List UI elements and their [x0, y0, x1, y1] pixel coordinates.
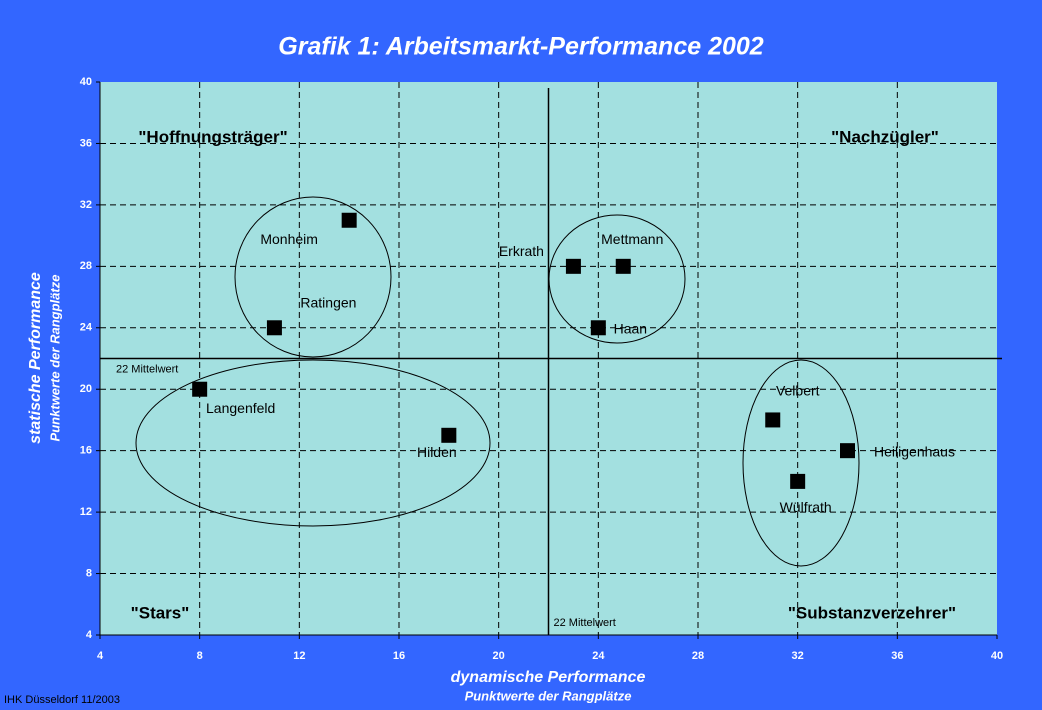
x-axis-sublabel: Punktwerte der Rangplätze: [465, 688, 632, 703]
point: [790, 473, 806, 489]
y-tick-label: 36: [80, 137, 92, 149]
y-tick-label: 12: [80, 506, 92, 518]
point-label: Haan: [614, 320, 647, 336]
point: [266, 320, 282, 336]
point-label: Mettmann: [601, 231, 663, 247]
ellipse: [742, 359, 860, 567]
x-tick-label: 32: [792, 650, 804, 662]
point: [590, 320, 606, 336]
point-label: Heiligenhaus: [874, 443, 955, 459]
x-axis-label: dynamische Performance: [451, 669, 646, 686]
point-label: Langenfeld: [206, 400, 275, 416]
point-label: Velbert: [776, 383, 820, 399]
quadrant-label: "Stars": [131, 603, 190, 622]
x-tick-label: 36: [891, 650, 903, 662]
point: [341, 212, 357, 228]
point: [565, 258, 581, 274]
x-tick-label: 28: [692, 650, 704, 662]
quadrant-label: "Hoffnungsträger": [138, 127, 287, 146]
point-label: Monheim: [260, 231, 318, 247]
chart-title: Grafik 1: Arbeitsmarkt-Performance 2002: [278, 33, 763, 61]
y-tick-label: 40: [80, 76, 92, 88]
y-tick-label: 32: [80, 199, 92, 211]
point-label: Ratingen: [300, 294, 356, 310]
point: [615, 258, 631, 274]
x-tick-label: 20: [493, 650, 505, 662]
y-axis-label: statische Performance: [27, 272, 44, 444]
mean-label: 22 Mittelwert: [554, 617, 616, 629]
x-tick-label: 40: [991, 650, 1003, 662]
point: [192, 381, 208, 397]
y-tick-label: 24: [80, 322, 93, 334]
point: [765, 412, 781, 428]
y-tick-label: 28: [80, 260, 92, 272]
mean-label: 22 Mittelwert: [116, 363, 178, 375]
y-axis-sublabel: Punktwerte der Rangplätze: [47, 275, 62, 442]
footer: IHK Düsseldorf 11/2003: [4, 694, 120, 706]
quadrant-label: "Nachzügler": [831, 127, 939, 146]
x-tick-label: 4: [97, 650, 104, 662]
y-tick-label: 16: [80, 445, 92, 457]
grid: [100, 82, 997, 635]
y-tick-label: 8: [86, 567, 92, 579]
x-tick-label: 16: [393, 650, 405, 662]
x-tick-label: 12: [293, 650, 305, 662]
ellipse: [135, 359, 491, 527]
point-label: Hilden: [417, 444, 457, 460]
point: [441, 427, 457, 443]
quadrant-label: "Substanzverzehrer": [788, 603, 956, 622]
point: [840, 443, 855, 459]
x-tick-label: 8: [197, 650, 203, 662]
point-label: Erkrath: [499, 243, 544, 259]
point-label: Wülfrath: [780, 499, 832, 515]
x-tick-label: 24: [592, 650, 605, 662]
y-tick-label: 4: [86, 629, 93, 641]
y-tick-label: 20: [80, 383, 92, 395]
ellipse: [234, 196, 392, 358]
